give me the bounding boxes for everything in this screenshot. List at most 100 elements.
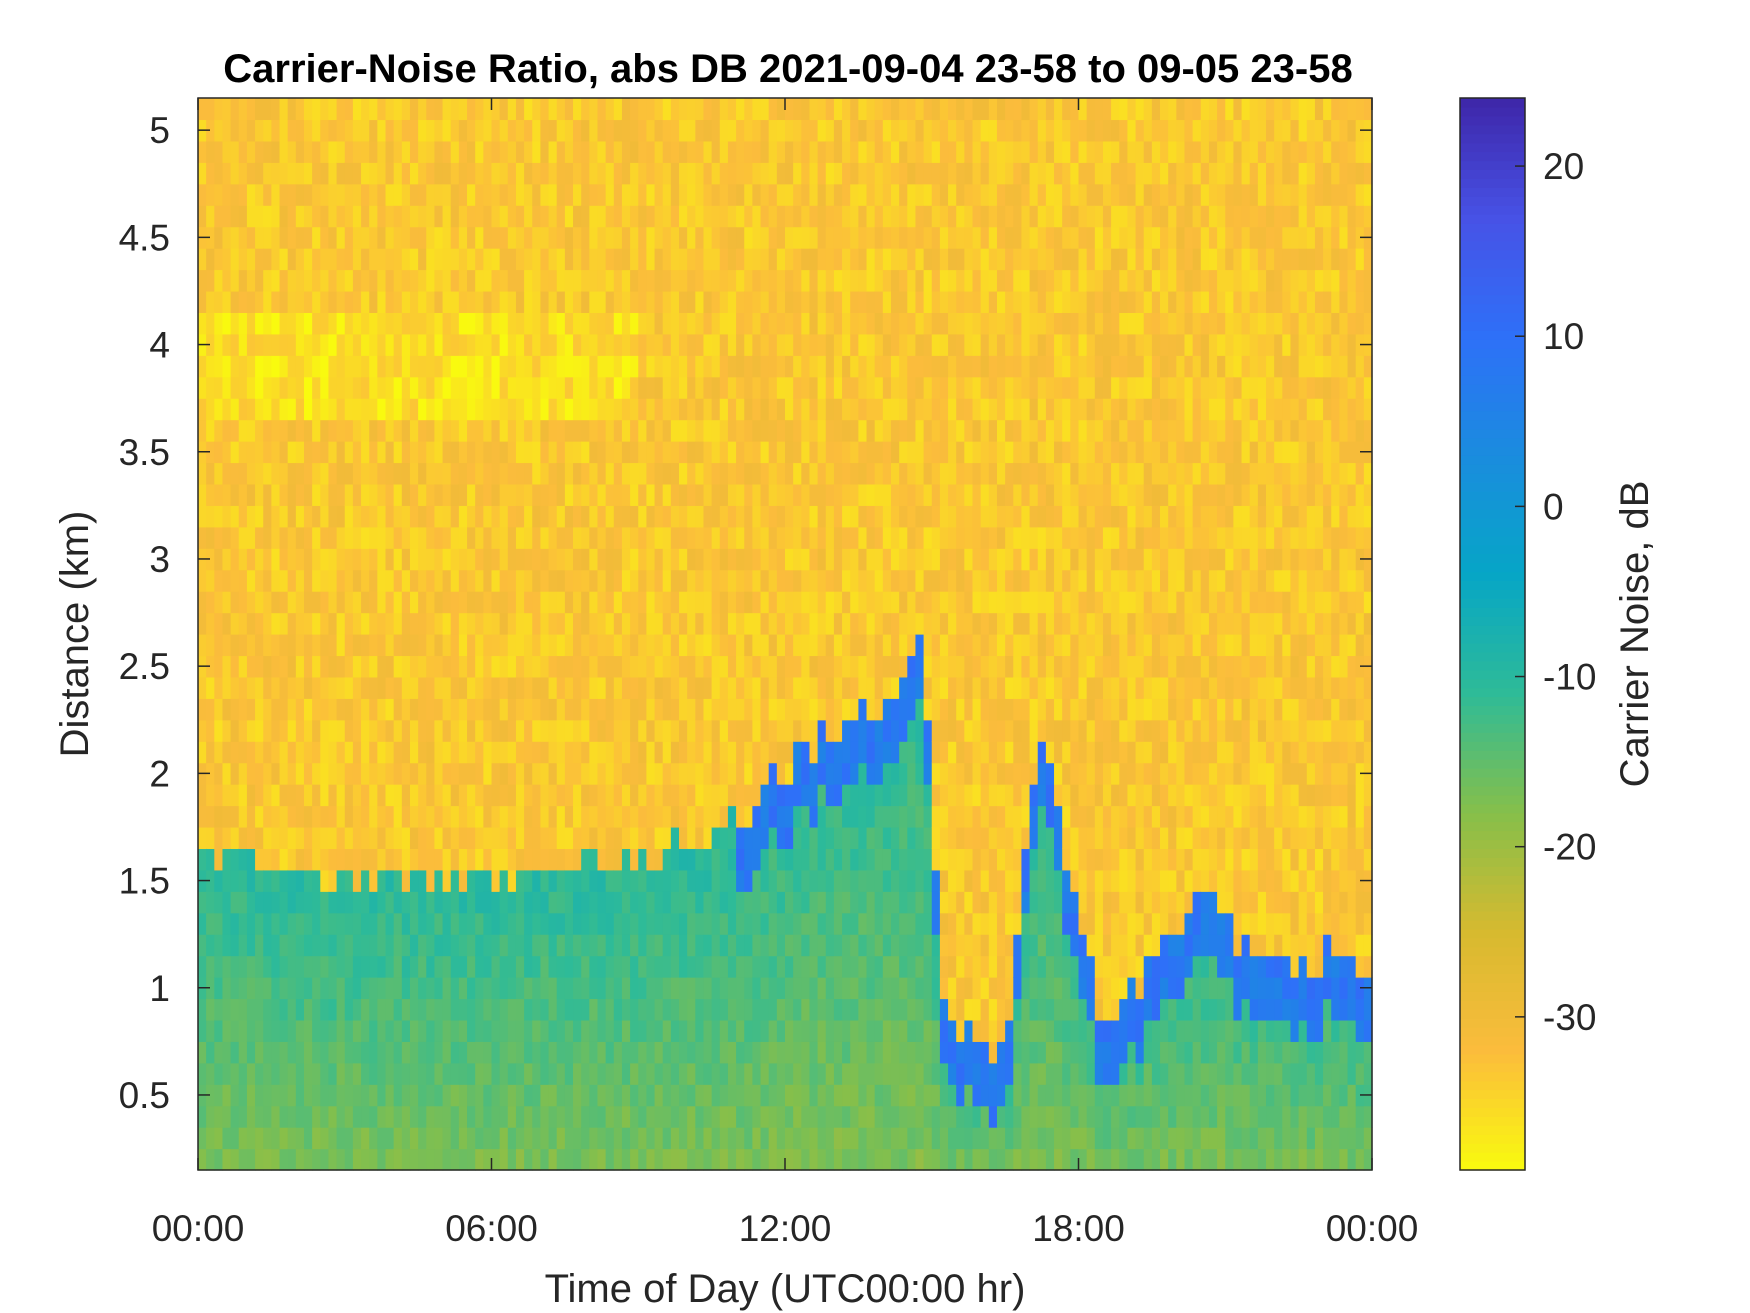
- heatmap-cell: [238, 719, 248, 742]
- heatmap-cell: [206, 891, 215, 914]
- heatmap-cell: [499, 741, 509, 764]
- heatmap-cell: [785, 441, 794, 464]
- heatmap-cell: [287, 312, 297, 335]
- heatmap-cell: [222, 826, 232, 849]
- heatmap-cell: [507, 312, 517, 335]
- heatmap-cell: [882, 591, 892, 614]
- heatmap-cell: [483, 548, 493, 571]
- heatmap-cell: [198, 98, 207, 121]
- heatmap-cell: [801, 1062, 811, 1085]
- heatmap-cell: [564, 1148, 574, 1171]
- heatmap-cell: [695, 248, 705, 271]
- heatmap-cell: [352, 912, 362, 935]
- heatmap-cell: [744, 312, 753, 335]
- heatmap-cell: [401, 998, 411, 1021]
- heatmap-cell: [434, 398, 444, 421]
- heatmap-cell: [581, 226, 590, 249]
- heatmap-cell: [842, 591, 851, 614]
- heatmap-cell: [890, 612, 900, 635]
- heatmap-cell: [230, 419, 240, 442]
- heatmap-cell: [964, 762, 974, 785]
- heatmap-cell: [336, 269, 346, 292]
- heatmap-cell: [524, 548, 533, 571]
- heatmap-cell: [882, 269, 892, 292]
- heatmap-cell: [499, 1127, 509, 1150]
- heatmap-cell: [980, 269, 990, 292]
- heatmap-cell: [230, 762, 240, 785]
- heatmap-cell: [621, 1019, 631, 1042]
- heatmap-cell: [703, 462, 713, 485]
- heatmap-cell: [385, 162, 395, 185]
- heatmap-cell: [874, 1105, 884, 1128]
- heatmap-cell: [491, 569, 501, 592]
- heatmap-cell: [923, 762, 933, 785]
- heatmap-cell: [230, 398, 240, 421]
- heatmap-cell: [752, 977, 762, 1000]
- heatmap-cell: [507, 934, 517, 957]
- heatmap-cell: [711, 912, 721, 935]
- heatmap-cell: [409, 1019, 419, 1042]
- heatmap-cell: [573, 1019, 582, 1042]
- heatmap-cell: [222, 312, 232, 335]
- heatmap-cell: [246, 634, 256, 657]
- heatmap-cell: [409, 655, 419, 678]
- heatmap-cell: [475, 891, 484, 914]
- heatmap-cell: [458, 312, 468, 335]
- heatmap-cell: [882, 483, 892, 506]
- heatmap-cell: [401, 634, 411, 657]
- heatmap-cell: [801, 912, 811, 935]
- heatmap-cell: [899, 848, 908, 871]
- heatmap-cell: [964, 1148, 974, 1171]
- heatmap-cell: [980, 934, 990, 957]
- heatmap-cell: [312, 183, 321, 206]
- heatmap-cell: [581, 419, 590, 442]
- heatmap-cell: [206, 805, 215, 828]
- heatmap-cell: [369, 483, 378, 506]
- heatmap-cell: [467, 333, 476, 356]
- heatmap-cell: [548, 119, 558, 142]
- heatmap-cell: [646, 312, 656, 335]
- heatmap-cell: [670, 934, 680, 957]
- heatmap-cell: [418, 955, 427, 978]
- heatmap-cell: [890, 655, 900, 678]
- heatmap-cell: [670, 483, 680, 506]
- heatmap-cell: [540, 505, 550, 528]
- heatmap-cell: [939, 376, 949, 399]
- heatmap-cell: [393, 483, 403, 506]
- heatmap-cell: [581, 762, 590, 785]
- heatmap-cell: [450, 290, 460, 313]
- heatmap-cell: [238, 955, 248, 978]
- heatmap-cell: [312, 205, 321, 228]
- heatmap-cell: [385, 355, 395, 378]
- heatmap-cell: [727, 98, 737, 121]
- heatmap-cell: [222, 226, 232, 249]
- heatmap-cell: [890, 1105, 900, 1128]
- heatmap-cell: [695, 1127, 705, 1150]
- heatmap-cell: [361, 505, 370, 528]
- heatmap-cell: [621, 333, 631, 356]
- heatmap-cell: [866, 869, 876, 892]
- heatmap-cell: [907, 784, 917, 807]
- heatmap-cell: [564, 955, 574, 978]
- heatmap-cell: [915, 676, 925, 699]
- heatmap-cell: [801, 762, 811, 785]
- heatmap-cell: [931, 269, 941, 292]
- heatmap-cell: [312, 548, 321, 571]
- heatmap-cell: [809, 376, 819, 399]
- heatmap-cell: [964, 548, 974, 571]
- heatmap-cell: [352, 98, 362, 121]
- heatmap-cell: [475, 162, 484, 185]
- heatmap-cell: [589, 762, 599, 785]
- heatmap-cell: [858, 183, 868, 206]
- heatmap-cell: [564, 505, 574, 528]
- heatmap-cell: [361, 376, 370, 399]
- heatmap-cell: [418, 1062, 427, 1085]
- heatmap-cell: [279, 826, 289, 849]
- heatmap-cell: [483, 140, 493, 163]
- heatmap-cell: [401, 612, 411, 635]
- heatmap-cell: [458, 398, 468, 421]
- heatmap-cell: [605, 912, 615, 935]
- heatmap-cell: [401, 934, 411, 957]
- heatmap-cell: [630, 419, 639, 442]
- heatmap-cell: [418, 1019, 427, 1042]
